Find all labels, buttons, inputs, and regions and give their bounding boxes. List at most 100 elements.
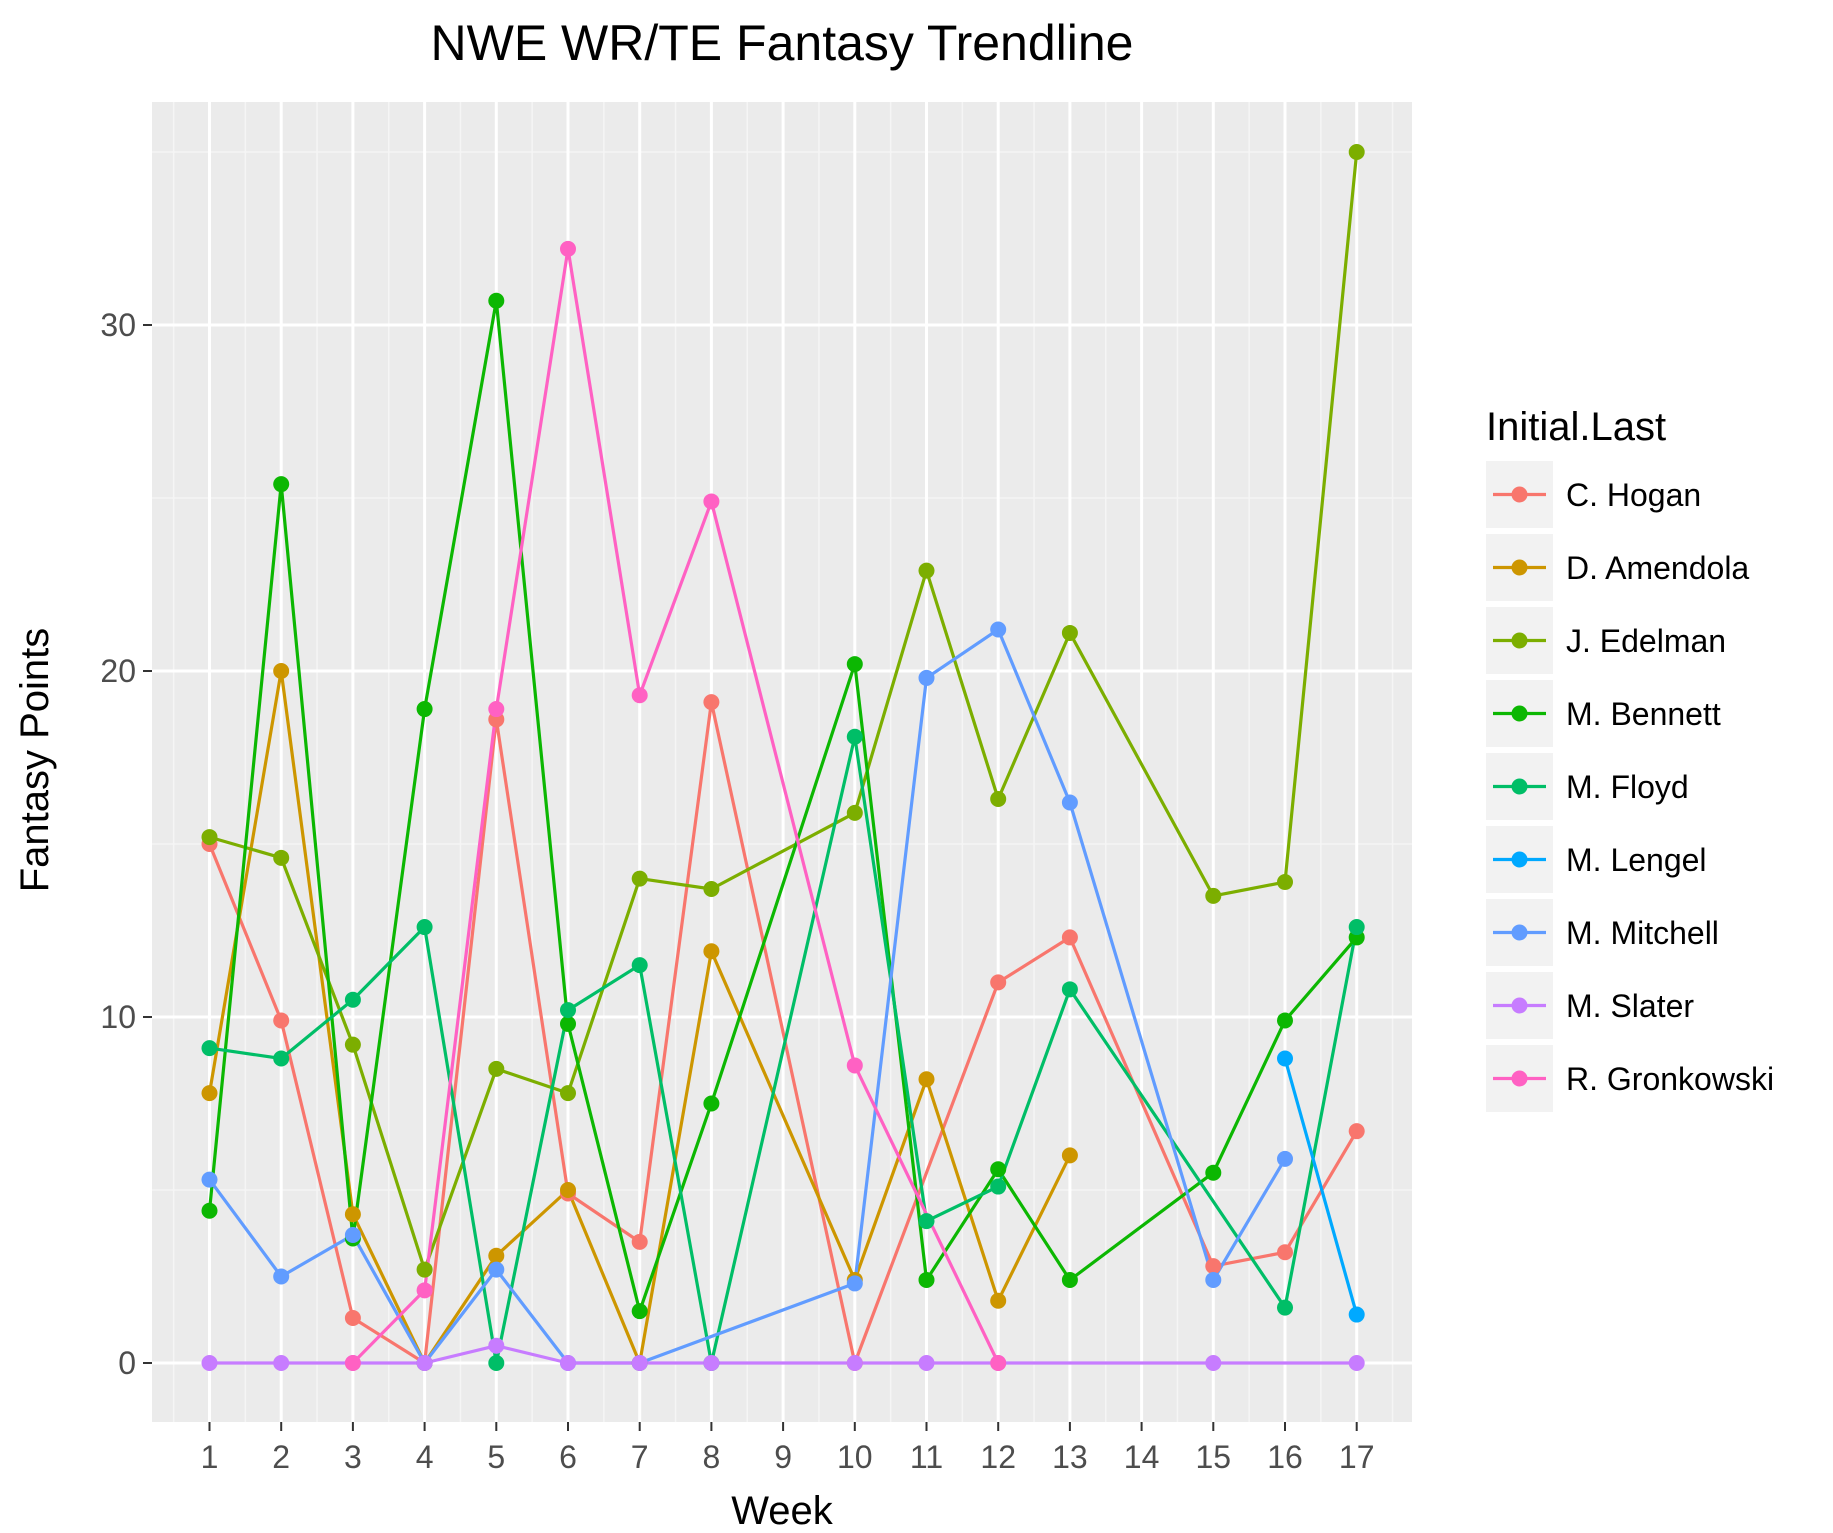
data-point <box>990 974 1007 991</box>
data-point <box>1061 624 1078 641</box>
data-point <box>631 1355 648 1371</box>
data-point <box>201 1355 218 1371</box>
data-point <box>273 849 290 866</box>
x-tick-label: 17 <box>1339 1439 1375 1475</box>
data-point <box>560 1182 576 1198</box>
legend-label: C. Hogan <box>1566 477 1701 513</box>
legend-label: M. Mitchell <box>1566 915 1719 951</box>
data-point <box>273 476 290 493</box>
data-point <box>488 292 505 309</box>
data-point <box>1277 1244 1293 1261</box>
data-point <box>560 240 576 257</box>
data-point <box>846 1355 863 1371</box>
legend-label: M. Floyd <box>1566 769 1689 805</box>
data-point <box>344 1226 361 1243</box>
data-point <box>273 1268 290 1285</box>
data-point <box>1277 1299 1293 1316</box>
data-point <box>1061 981 1078 998</box>
data-point <box>1277 1150 1293 1167</box>
x-tick-label: 6 <box>559 1439 577 1475</box>
data-point <box>918 1071 935 1088</box>
y-axis-title: Fantasy Points <box>13 628 57 893</box>
data-point <box>990 1161 1007 1178</box>
data-point <box>1205 887 1222 904</box>
data-point <box>201 1085 218 1102</box>
data-point <box>990 621 1007 638</box>
data-point <box>918 1355 935 1371</box>
data-point <box>846 804 863 821</box>
data-point <box>1348 1123 1365 1140</box>
x-tick-label: 5 <box>487 1439 505 1475</box>
data-point <box>1205 1258 1222 1275</box>
data-point <box>1277 874 1293 891</box>
y-tick-label: 10 <box>100 999 136 1035</box>
data-point <box>488 1261 505 1278</box>
legend-key-point <box>1511 632 1528 649</box>
series-line <box>208 700 1359 1365</box>
data-point <box>1348 1306 1365 1323</box>
x-tick-label: 8 <box>703 1439 721 1475</box>
data-point <box>1348 919 1365 936</box>
data-point <box>1061 794 1078 811</box>
legend-label: D. Amendola <box>1566 550 1749 586</box>
x-tick-label: 16 <box>1267 1439 1303 1475</box>
data-point <box>703 943 720 960</box>
data-point <box>990 1355 1007 1371</box>
y-tick-label: 30 <box>100 307 136 343</box>
data-point <box>1061 1271 1078 1288</box>
data-point <box>1277 1050 1293 1067</box>
x-tick-label: 15 <box>1196 1439 1232 1475</box>
major-gridlines <box>152 102 1412 1422</box>
data-point <box>1061 929 1078 946</box>
x-tick-label: 12 <box>980 1439 1016 1475</box>
data-point <box>846 656 863 673</box>
data-point <box>560 1085 576 1102</box>
series-line <box>1283 1058 1359 1316</box>
chart-title: NWE WR/TE Fantasy Trendline <box>431 15 1134 71</box>
legend-key-point <box>1511 559 1528 576</box>
data-point <box>1348 144 1365 160</box>
data-point <box>990 1292 1007 1309</box>
data-point <box>488 1355 505 1371</box>
data-point <box>416 1261 433 1278</box>
data-point <box>703 493 720 510</box>
data-point <box>416 919 433 936</box>
series-line <box>209 735 1359 1365</box>
data-point <box>703 1095 720 1112</box>
data-point <box>1277 1012 1293 1029</box>
legend-key-point <box>1511 997 1528 1014</box>
series-line <box>351 247 1000 1365</box>
data-point <box>488 1247 505 1264</box>
data-point <box>990 1178 1007 1195</box>
legend-key-point <box>1511 778 1528 795</box>
data-point <box>1205 1164 1222 1181</box>
data-point <box>918 562 935 579</box>
data-point <box>344 1036 361 1053</box>
data-point <box>846 1057 863 1074</box>
data-point <box>846 728 863 745</box>
x-tick-label: 4 <box>416 1439 434 1475</box>
data-point <box>273 663 290 679</box>
legend-key-point <box>1511 924 1528 941</box>
data-point <box>918 669 935 686</box>
data-point <box>560 1002 576 1019</box>
data-point <box>631 1303 648 1320</box>
data-point <box>201 1202 218 1219</box>
y-axis: 0 10 20 30 <box>100 307 152 1381</box>
data-point <box>416 1282 433 1299</box>
data-point <box>631 957 648 974</box>
data-point <box>416 701 433 718</box>
data-point <box>201 829 218 846</box>
series-points <box>201 144 1365 1371</box>
data-point <box>344 1310 361 1327</box>
data-point <box>990 791 1007 808</box>
x-tick-label: 7 <box>631 1439 649 1475</box>
data-point <box>488 1060 505 1077</box>
legend-label: M. Slater <box>1566 988 1694 1024</box>
x-tick-label: 11 <box>910 1439 943 1475</box>
x-tick-label: 9 <box>774 1439 792 1475</box>
legend-key-point <box>1511 851 1528 868</box>
data-point <box>846 1275 863 1292</box>
legend-label: M. Lengel <box>1566 842 1707 878</box>
